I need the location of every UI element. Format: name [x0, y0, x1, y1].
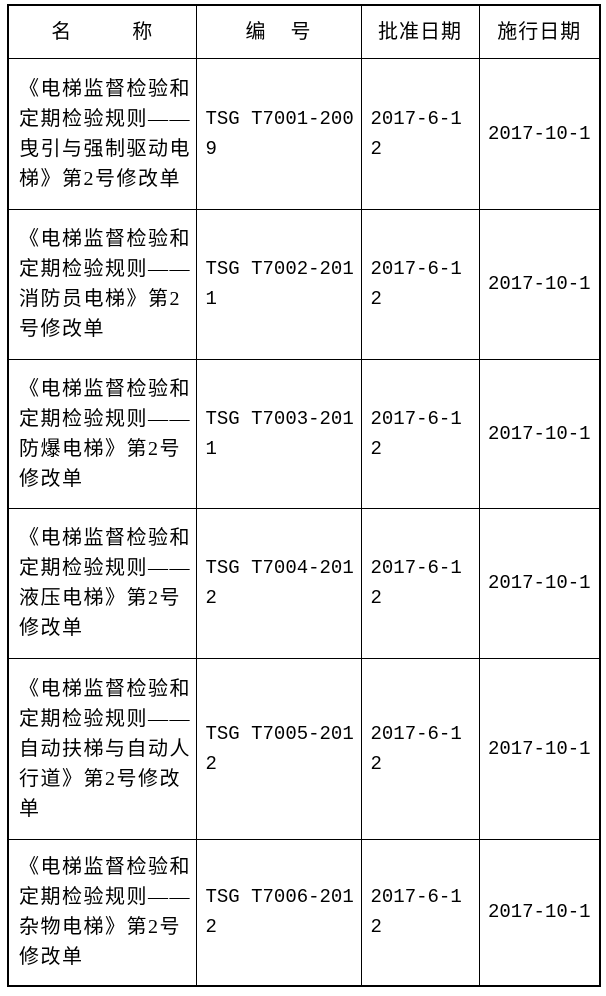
code-cell: TSG T7005-201 2	[195, 657, 362, 840]
table-row: 《电梯监督检验和 定期检验规则—— 消防员电梯》第2 号修改单 TSG T700…	[7, 208, 601, 360]
regulation-name-cell: 《电梯监督检验和 定期检验规则—— 曳引与强制驱动电 梯》第2号修改单	[7, 57, 197, 210]
regulation-name-cell: 《电梯监督检验和 定期检验规则—— 消防员电梯》第2 号修改单	[7, 208, 197, 360]
approval-date-cell: 2017-6-1 2	[360, 657, 480, 840]
table-row: 《电梯监督检验和 定期检验规则—— 液压电梯》第2号 修改单 TSG T7004…	[7, 507, 601, 659]
header-name-column: 名 称	[7, 4, 197, 59]
code-cell: TSG T7001-200 9	[195, 57, 362, 210]
table-row: 《电梯监督检验和 定期检验规则—— 曳引与强制驱动电 梯》第2号修改单 TSG …	[7, 57, 601, 210]
approval-date-cell: 2017-6-1 2	[360, 507, 480, 659]
approval-date-cell: 2017-6-1 2	[360, 208, 480, 360]
header-effective-date-column: 施行日期	[478, 4, 601, 59]
regulation-name-cell: 《电梯监督检验和 定期检验规则—— 自动扶梯与自动人 行道》第2号修改 单	[7, 657, 197, 840]
regulation-name-cell: 《电梯监督检验和 定期检验规则—— 液压电梯》第2号 修改单	[7, 507, 197, 659]
regulation-name-cell: 《电梯监督检验和 定期检验规则—— 防爆电梯》第2号 修改单	[7, 358, 197, 509]
table-row: 《电梯监督检验和 定期检验规则—— 自动扶梯与自动人 行道》第2号修改 单 TS…	[7, 657, 601, 840]
approval-date-cell: 2017-6-1 2	[360, 57, 480, 210]
effective-date-cell: 2017-10-1	[478, 57, 601, 210]
regulation-name-cell: 《电梯监督检验和 定期检验规则—— 杂物电梯》第2号 修改单	[7, 838, 197, 987]
table-row: 《电梯监督检验和 定期检验规则—— 杂物电梯》第2号 修改单 TSG T7006…	[7, 838, 601, 987]
approval-date-cell: 2017-6-1 2	[360, 358, 480, 509]
code-cell: TSG T7004-201 2	[195, 507, 362, 659]
table-header-row: 名 称 编 号 批准日期 施行日期	[7, 4, 601, 59]
approval-date-cell: 2017-6-1 2	[360, 838, 480, 987]
effective-date-cell: 2017-10-1	[478, 507, 601, 659]
code-cell: TSG T7003-201 1	[195, 358, 362, 509]
header-code-column: 编 号	[195, 4, 362, 59]
effective-date-cell: 2017-10-1	[478, 657, 601, 840]
header-approval-date-column: 批准日期	[360, 4, 480, 59]
code-cell: TSG T7006-201 2	[195, 838, 362, 987]
code-cell: TSG T7002-201 1	[195, 208, 362, 360]
effective-date-cell: 2017-10-1	[478, 838, 601, 987]
effective-date-cell: 2017-10-1	[478, 358, 601, 509]
effective-date-cell: 2017-10-1	[478, 208, 601, 360]
regulations-table: 名 称 编 号 批准日期 施行日期 《电梯监督检验和 定期检验规则—— 曳引与强…	[7, 4, 601, 987]
table-row: 《电梯监督检验和 定期检验规则—— 防爆电梯》第2号 修改单 TSG T7003…	[7, 358, 601, 509]
